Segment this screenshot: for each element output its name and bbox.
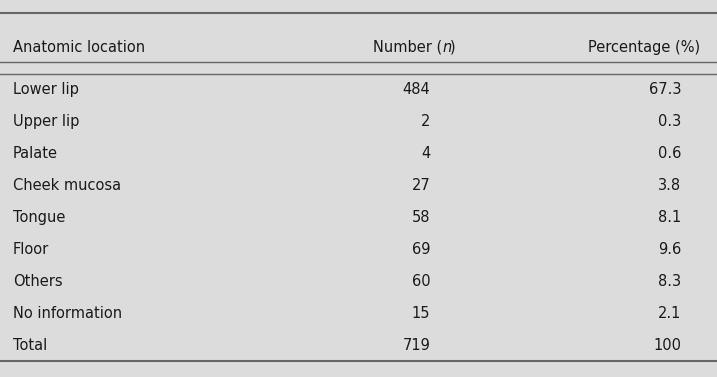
Text: 2: 2 [421, 114, 430, 129]
Text: 27: 27 [412, 178, 430, 193]
Text: Palate: Palate [13, 146, 58, 161]
Text: 67.3: 67.3 [649, 82, 681, 97]
Text: No information: No information [13, 306, 122, 321]
Text: 8.3: 8.3 [658, 274, 681, 289]
Text: 4: 4 [421, 146, 430, 161]
Text: Upper lip: Upper lip [13, 114, 80, 129]
Text: 9.6: 9.6 [658, 242, 681, 257]
Text: Tongue: Tongue [13, 210, 65, 225]
Text: Total: Total [13, 338, 47, 353]
Text: 100: 100 [653, 338, 681, 353]
Text: Lower lip: Lower lip [13, 82, 79, 97]
Text: Anatomic location: Anatomic location [13, 40, 145, 55]
Text: Percentage (%): Percentage (%) [588, 40, 700, 55]
Text: Number (: Number ( [373, 40, 442, 55]
Text: ): ) [450, 40, 456, 55]
Text: 69: 69 [412, 242, 430, 257]
Text: 2.1: 2.1 [657, 306, 681, 321]
Text: 3.8: 3.8 [658, 178, 681, 193]
Text: 0.3: 0.3 [658, 114, 681, 129]
Text: Cheek mucosa: Cheek mucosa [13, 178, 121, 193]
Text: 58: 58 [412, 210, 430, 225]
Text: n: n [442, 40, 452, 55]
Text: 15: 15 [412, 306, 430, 321]
Text: 719: 719 [402, 338, 430, 353]
Text: Floor: Floor [13, 242, 49, 257]
Text: 0.6: 0.6 [657, 146, 681, 161]
Text: 60: 60 [412, 274, 430, 289]
Text: Others: Others [13, 274, 62, 289]
Text: 484: 484 [402, 82, 430, 97]
Text: 8.1: 8.1 [658, 210, 681, 225]
